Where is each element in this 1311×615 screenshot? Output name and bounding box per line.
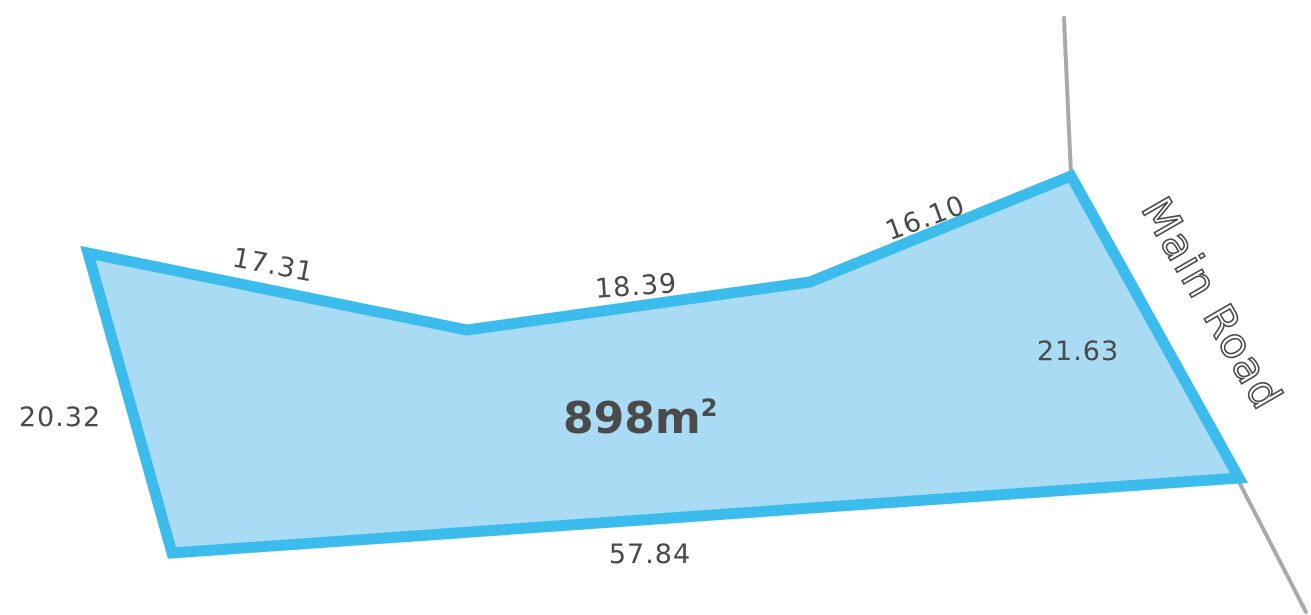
road-line-lower (1235, 476, 1308, 614)
dimension-label-bottom: 57.84 (609, 539, 691, 570)
dimension-label-top-middle: 18.39 (594, 268, 678, 305)
lot-area-value: 898m (563, 393, 701, 444)
lot-area-unit-superscript: 2 (701, 394, 718, 422)
road-line-upper (1062, 16, 1073, 177)
lot-area-label: 898m2 (563, 393, 717, 444)
lot-boundary (80, 169, 1249, 559)
dimension-label-left: 20.32 (19, 402, 101, 433)
dimension-label-right: 21.63 (1037, 336, 1119, 367)
